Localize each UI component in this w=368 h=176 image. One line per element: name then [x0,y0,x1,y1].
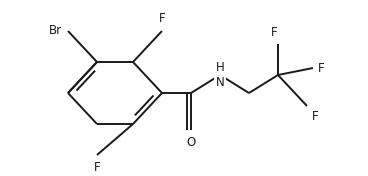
Text: H
N: H N [216,61,224,89]
Text: F: F [159,12,165,25]
Text: O: O [186,136,196,149]
Text: F: F [271,26,277,39]
Text: Br: Br [49,24,62,37]
Text: F: F [94,161,100,174]
Text: F: F [312,110,319,123]
Text: F: F [318,61,325,74]
